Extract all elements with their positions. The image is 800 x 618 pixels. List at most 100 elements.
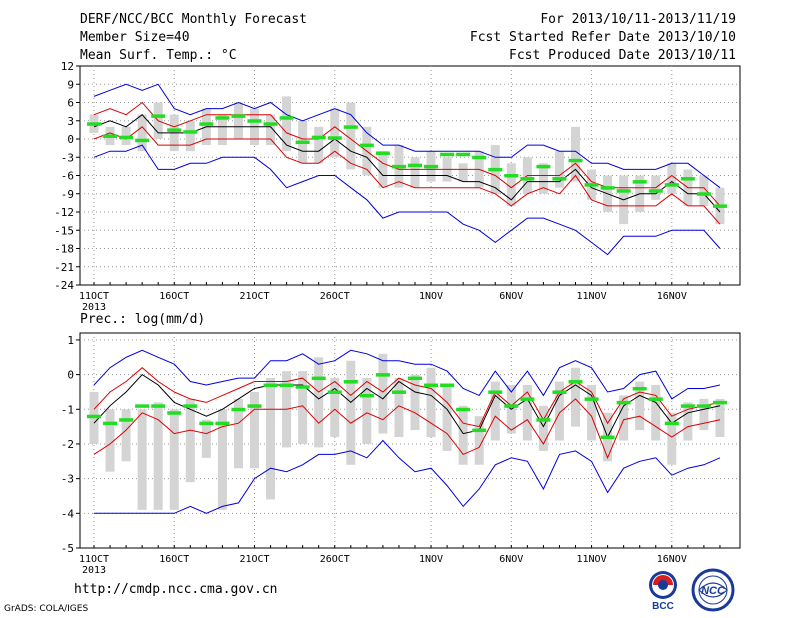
marker-point <box>183 404 198 408</box>
marker-point <box>183 130 198 134</box>
y-tick-label: -15 <box>54 224 74 237</box>
series-line-min <box>93 144 721 256</box>
x-tick-label: 26OCT <box>320 291 350 302</box>
marker-point <box>263 383 278 388</box>
spread-bar <box>105 409 115 472</box>
spread-bar <box>410 374 420 431</box>
spread-bar <box>538 163 548 194</box>
marker-point <box>375 151 390 155</box>
spread-bar <box>538 405 548 451</box>
spread-bar <box>266 114 276 146</box>
y-tick-label: 3 <box>67 115 74 128</box>
marker-point <box>472 428 487 433</box>
marker-point <box>167 128 182 132</box>
panel-precipitation: 1 0 -1 -2 -3 -4 -5 11OCT 16OCT 21OCT 26OCT 1NOV 6NOV… <box>61 312 741 576</box>
marker-point <box>616 400 631 405</box>
x-tick-label: 11OCT <box>79 554 109 565</box>
series-line-meansd <box>93 101 721 207</box>
marker-point <box>584 397 599 401</box>
y-tick-label: -1 <box>61 403 74 416</box>
spread-bar <box>699 398 709 431</box>
spread-bar <box>250 391 259 469</box>
spread-bar <box>667 412 677 465</box>
marker-point <box>696 404 711 408</box>
spread-bar <box>426 367 436 438</box>
spread-bar <box>217 409 227 510</box>
series-line-max <box>93 349 721 400</box>
spread-bar <box>169 409 179 510</box>
spread-bar <box>506 163 516 206</box>
series-line-meansd <box>93 126 721 225</box>
y-tick-label: -24 <box>54 279 74 292</box>
forecast-started-date: Fcst Started Refer Date 2013/10/10 <box>469 30 736 45</box>
marker-point <box>103 134 118 138</box>
spread-bar <box>715 398 725 438</box>
x-year-label: 2013 <box>82 565 106 576</box>
y-tick-label: -6 <box>61 170 74 183</box>
marker-point <box>424 164 439 169</box>
marker-point <box>680 404 695 408</box>
marker-point <box>279 383 294 388</box>
spread-bar <box>266 378 276 500</box>
series-line-max <box>93 83 721 189</box>
spread-bar <box>282 96 292 152</box>
spread-bar <box>683 402 693 441</box>
spread-bar <box>667 163 677 194</box>
series-line-mean <box>93 373 721 439</box>
spread-bar <box>474 416 484 465</box>
x-tick-label: 6NOV <box>499 291 523 302</box>
marker-point <box>536 164 551 169</box>
marker-point <box>648 397 663 401</box>
spread-bar <box>233 102 243 139</box>
marker-point <box>440 383 455 388</box>
marker-point <box>456 152 471 157</box>
ncc-logo-icon: NCC <box>691 568 735 612</box>
marker-point <box>87 414 101 419</box>
y-tick-label: -21 <box>54 261 74 274</box>
marker-point <box>279 116 294 120</box>
spread-bar <box>233 398 243 469</box>
y-tick-label: -3 <box>61 473 74 486</box>
y-tick-label: -5 <box>61 542 74 555</box>
spread-bar <box>587 385 597 441</box>
marker-point <box>584 183 599 187</box>
x-tick-label: 6NOV <box>499 554 523 565</box>
source-url-link[interactable]: http://cmdp.ncc.cma.gov.cn <box>74 582 278 597</box>
marker-point <box>247 404 262 408</box>
marker-point <box>247 119 262 123</box>
marker-point <box>520 397 535 401</box>
x-tick-label: 1NOV <box>419 554 443 565</box>
y-tick-label: 6 <box>67 97 74 110</box>
marker-point <box>632 386 647 391</box>
y-tick-label: -12 <box>54 206 74 219</box>
spread-bar <box>137 114 147 152</box>
spread-bar <box>410 157 420 188</box>
spread-bar <box>619 395 629 441</box>
marker-point <box>135 138 150 143</box>
marker-point <box>167 411 182 415</box>
x-tick-label: 11OCT <box>79 291 109 302</box>
plot-frame <box>79 332 741 549</box>
spread-bar <box>571 126 580 182</box>
spread-bar <box>314 126 324 164</box>
y-tick-label: -2 <box>61 438 74 451</box>
marker-point <box>472 155 487 160</box>
marker-point <box>504 174 519 178</box>
spread-bar <box>522 385 532 441</box>
spread-bar <box>378 353 388 434</box>
series-line-mean <box>93 114 721 213</box>
spread-bar <box>217 114 227 146</box>
marker-point <box>664 421 679 426</box>
marker-point <box>263 122 278 126</box>
spread-bar <box>442 385 452 451</box>
member-size: Member Size=40 <box>80 30 190 45</box>
spread-bar <box>699 175 709 206</box>
spread-bar <box>314 357 324 448</box>
marker-point <box>119 135 134 140</box>
x-tick-label: 16OCT <box>159 291 189 302</box>
marker-point <box>151 404 166 408</box>
forecast-produced-date: Fcst Produced Date 2013/10/11 <box>509 48 736 63</box>
marker-point <box>231 407 246 412</box>
marker-point <box>151 114 166 118</box>
marker-point <box>343 380 358 384</box>
